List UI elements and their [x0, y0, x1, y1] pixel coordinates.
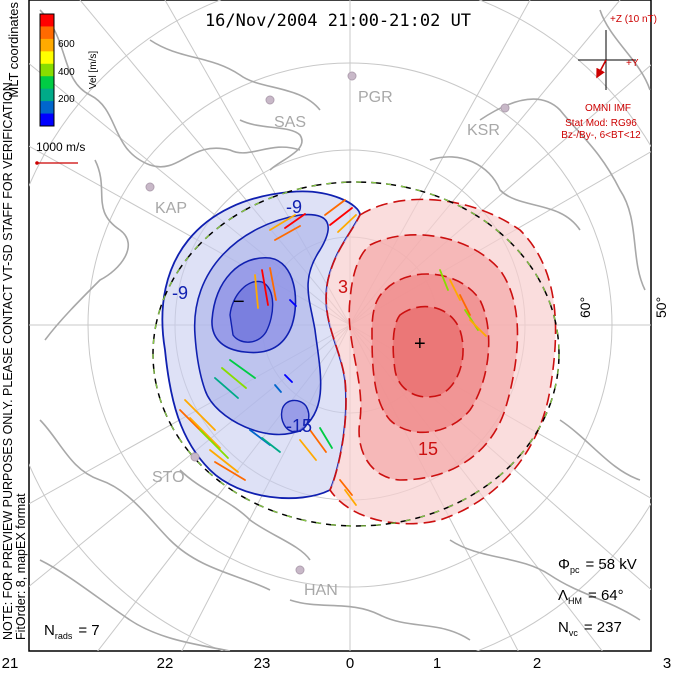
imf-z-label: +Z (10 nT) [610, 14, 657, 25]
mlt-label-2: 2 [533, 655, 541, 672]
latitude-label-60: 60° [577, 297, 593, 318]
imf-clock: +Z (10 nT) +Y OMNI IMF Stat Mod: RG96 Bz… [561, 14, 657, 141]
coordinate-system-label: MLT coordinates [6, 2, 21, 98]
map-title: 16/Nov/2004 21:00-21:02 UT [205, 11, 471, 31]
negative-cell [161, 190, 361, 500]
colorbar-cell [40, 88, 54, 102]
scale-vector-label: 1000 m/s [36, 140, 85, 154]
stat-phi-pc: Φpc = 58 kV [558, 556, 637, 575]
colorbar-cell [40, 38, 54, 52]
scale-vector: 1000 m/s [35, 140, 85, 165]
colorbar-cell [40, 51, 54, 65]
contour-labels: -9 -9 3 -15 15 [172, 197, 438, 459]
contour-label-neg-1: -9 [172, 283, 188, 303]
station-sto: STO [152, 469, 185, 486]
contour-label-neg-2: -9 [286, 197, 302, 217]
colorbar-tick-200: 200 [58, 94, 75, 105]
colorbar-cell [40, 76, 54, 90]
station-kap: KAP [155, 200, 187, 217]
colorbar-cell [40, 14, 54, 27]
contour-label-neg-3: -15 [286, 416, 312, 436]
imf-model: Stat Mod: RG96 [565, 118, 637, 129]
mlt-label-1: 1 [433, 655, 441, 672]
mlt-label-21: 21 [2, 655, 19, 672]
colorbar-tick-600: 600 [58, 39, 75, 50]
station-han: HAN [304, 582, 338, 599]
contour-label-pos-1: 3 [338, 277, 348, 297]
preview-note: NOTE: FOR PREVIEW PURPOSES ONLY. PLEASE … [1, 79, 15, 640]
station-ksr: KSR [467, 122, 500, 139]
imf-condition: Bz-/By-, 6<BT<12 [561, 130, 641, 141]
mlt-label-3: 3 [663, 655, 671, 672]
station-pgr: PGR [358, 89, 393, 106]
stat-n-vc: Nvc = 237 [558, 619, 622, 638]
coastlines [39, 9, 651, 651]
hm-boundary-highlight [152, 181, 560, 527]
colorbar-tick-400: 400 [58, 67, 75, 78]
stat-n-rads: Nrads = 7 [44, 622, 100, 641]
mlt-label-23: 23 [254, 655, 271, 672]
imf-y-label: +Y [626, 58, 639, 69]
colorbar-cell [40, 101, 54, 115]
potential-max-marker: + [414, 333, 426, 355]
station-markers [145, 71, 510, 575]
contour-label-pos-2: 15 [418, 439, 438, 459]
mlt-label-22: 22 [157, 655, 174, 672]
velocity-vectors [179, 199, 487, 506]
mlt-label-0: 0 [346, 655, 354, 672]
station-sas: SAS [274, 114, 306, 131]
positive-cell [325, 198, 557, 525]
colorbar-cell [40, 26, 54, 40]
mlt-axis: 21 22 23 0 1 2 3 [2, 655, 672, 672]
imf-source: OMNI IMF [585, 103, 631, 114]
velocity-colorbar: 600 400 200 Vel [m/s] [39, 13, 99, 127]
colorbar-cell [40, 113, 54, 127]
colorbar-cell [40, 63, 54, 77]
potential-min-marker: − [233, 291, 245, 313]
stats-panel: Φpc = 58 kV ΛHM = 64° Nvc = 237 Nrads = 7 [44, 556, 637, 641]
latitude-label-50: 50° [653, 297, 669, 318]
station-labels: PGR SAS KSR KAP STO HAN [152, 89, 500, 599]
stat-lambda-hm: ΛHM = 64° [558, 587, 624, 606]
fit-order-note: FitOrder: 8, mapEX format [14, 493, 28, 640]
colorbar-title: Vel [m/s] [88, 51, 99, 90]
